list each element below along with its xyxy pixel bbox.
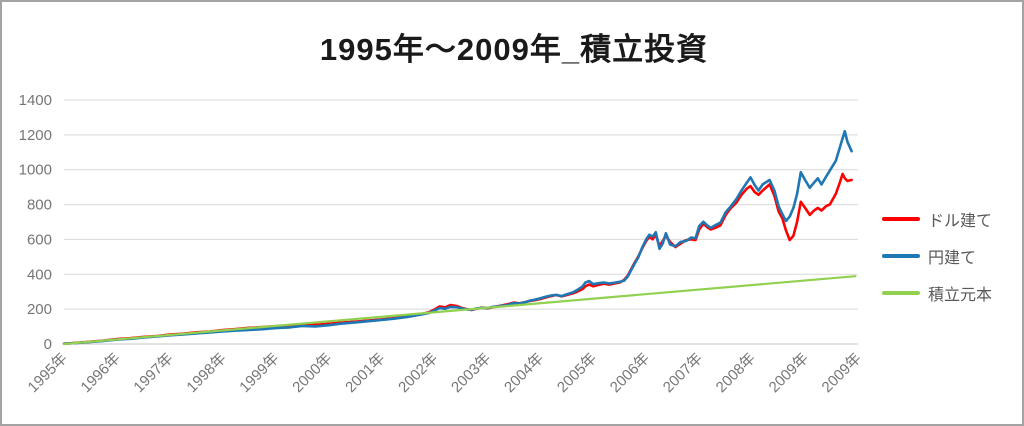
- x-tick-label: 2003年: [448, 350, 494, 396]
- y-tick-label: 200: [27, 301, 52, 318]
- legend-line-usd-icon: [882, 216, 920, 221]
- legend-item-jpy: 円建て: [882, 237, 992, 274]
- legend-label-jpy: 円建て: [928, 249, 977, 267]
- x-tick-label: 1998年: [183, 350, 229, 396]
- x-tick-label: 2008年: [713, 350, 759, 396]
- legend-label-usd: ドル建て: [928, 212, 993, 230]
- x-tick-label: 2000年: [289, 350, 335, 396]
- y-tick-label: 400: [27, 266, 52, 283]
- legend-item-principal: 積立元本: [882, 274, 992, 311]
- legend-item-usd: ドル建て: [882, 200, 992, 237]
- x-tick-label: 2004年: [501, 350, 547, 396]
- y-tick-label: 1000: [19, 162, 52, 179]
- legend-line-principal-icon: [882, 290, 920, 295]
- x-tick-label: 2002年: [395, 350, 441, 396]
- y-tick-label: 1200: [19, 127, 52, 144]
- series-line-principal: [62, 275, 857, 346]
- x-tick-label: 1999年: [236, 350, 282, 396]
- x-tick-label: 2009年: [766, 350, 812, 396]
- legend-label-principal: 積立元本: [928, 286, 993, 304]
- legend: ドル建て 円建て 積立元本: [882, 200, 992, 311]
- series-line-jpy: [62, 129, 853, 346]
- x-tick-label: 1996年: [78, 350, 124, 396]
- x-tick-label: 1995年: [25, 350, 71, 396]
- chart-title: 1995年～2009年_積立投資: [319, 32, 709, 67]
- x-tick-label: 2006年: [607, 350, 653, 396]
- y-tick-label: 0: [44, 336, 52, 353]
- x-tick-label: 2007年: [660, 350, 706, 396]
- x-tick-label: 2005年: [554, 350, 600, 396]
- y-tick-label: 1400: [19, 92, 52, 109]
- x-tick-label: 1997年: [130, 350, 176, 396]
- x-tick-label: 2001年: [342, 350, 388, 396]
- legend-line-jpy-icon: [882, 253, 920, 258]
- series-line-usd: [62, 172, 853, 346]
- y-tick-label: 600: [27, 231, 52, 248]
- y-tick-label: 800: [27, 197, 52, 214]
- x-tick-label: 2009年: [819, 350, 865, 396]
